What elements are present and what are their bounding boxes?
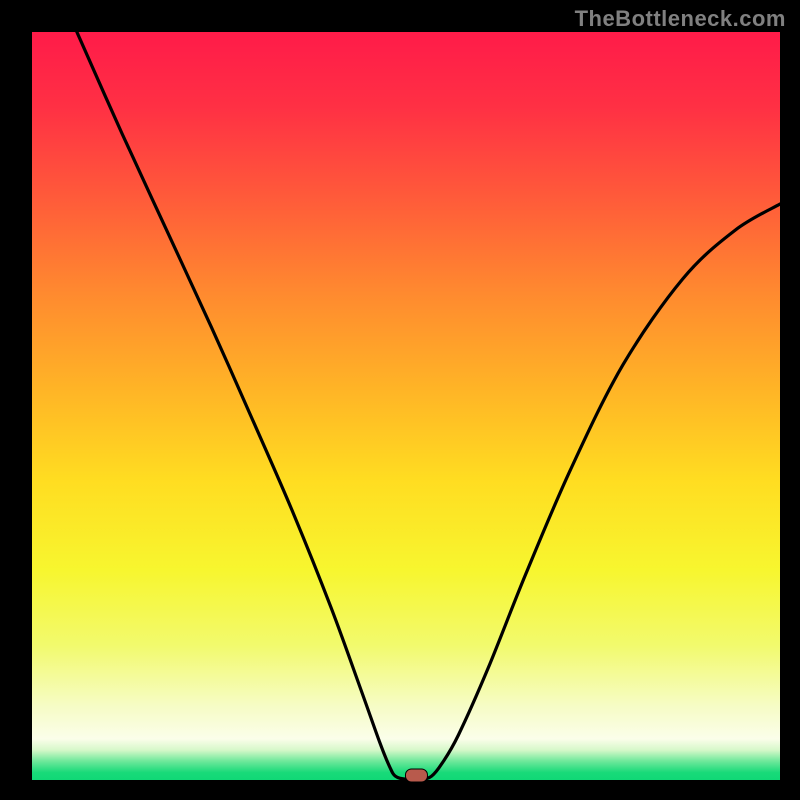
watermark-text: TheBottleneck.com (575, 6, 786, 32)
optimal-point-marker (405, 769, 427, 782)
bottleneck-chart (0, 0, 800, 800)
chart-gradient-bg (32, 32, 780, 780)
